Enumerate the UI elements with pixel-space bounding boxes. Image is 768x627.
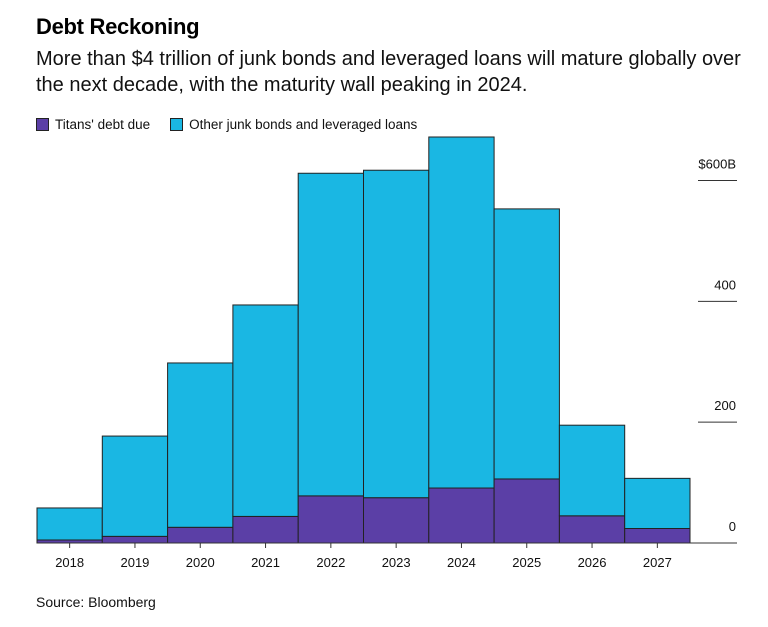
bar-titans-2025 (493, 478, 560, 544)
legend-swatch-titans (36, 118, 49, 131)
y-tick-label: 200 (714, 398, 736, 413)
bar-other-2020 (167, 362, 234, 528)
legend-item-titans: Titans' debt due (36, 117, 150, 132)
legend-label-titans: Titans' debt due (55, 117, 151, 132)
bar-titans-2027 (624, 528, 691, 544)
x-tick-label: 2021 (251, 555, 280, 570)
bar-other-2023 (363, 169, 430, 499)
bar-titans-2022 (297, 495, 365, 544)
bar-titans-2020 (167, 526, 234, 544)
y-tick-label: 0 (729, 519, 736, 534)
bar-other-2026 (558, 424, 626, 517)
x-tick-label: 2027 (643, 555, 672, 570)
bar-titans-2023 (363, 497, 430, 544)
bar-titans-2026 (558, 515, 626, 544)
bar-other-2021 (232, 304, 299, 517)
legend: Titans' debt due Other junk bonds and le… (36, 117, 437, 132)
x-tick-label: 2022 (316, 555, 345, 570)
bar-other-2025 (493, 208, 560, 480)
y-tick-label: 400 (714, 277, 736, 292)
bar-titans-2024 (428, 487, 495, 544)
legend-swatch-other (170, 118, 184, 131)
bar-titans-2019 (101, 535, 169, 544)
x-tick-label: 2019 (120, 555, 149, 570)
x-tick-label: 2026 (578, 555, 607, 570)
bar-other-2022 (297, 172, 365, 497)
x-tick-label: 2024 (447, 555, 476, 570)
bar-other-2024 (428, 136, 495, 489)
legend-label-other: Other junk bonds and leveraged loans (189, 117, 418, 132)
y-axis: 0 200 400 $600B (698, 157, 737, 534)
x-axis: 2018 2019 2020 2021 2022 2023 2024 2025 2026 2027 (37, 542, 737, 570)
y-tick-label: $600B (698, 157, 736, 172)
x-tick-label: 2023 (382, 555, 411, 570)
bar-other-2018 (36, 507, 103, 541)
legend-item-other: Other junk bonds and leveraged loans (170, 117, 417, 132)
x-tick-label: 2020 (186, 555, 215, 570)
chart-subtitle: More than $4 trillion of junk bonds and … (36, 48, 741, 96)
bar-other-2019 (101, 435, 169, 537)
bar-titans-2021 (232, 515, 299, 544)
bar-other-2027 (624, 477, 691, 529)
bars-group (36, 136, 691, 544)
chart-title: Debt Reckoning (36, 14, 200, 39)
x-tick-label: 2018 (55, 555, 84, 570)
source-note: Source: Bloomberg (36, 594, 156, 610)
x-tick-label: 2025 (512, 555, 541, 570)
